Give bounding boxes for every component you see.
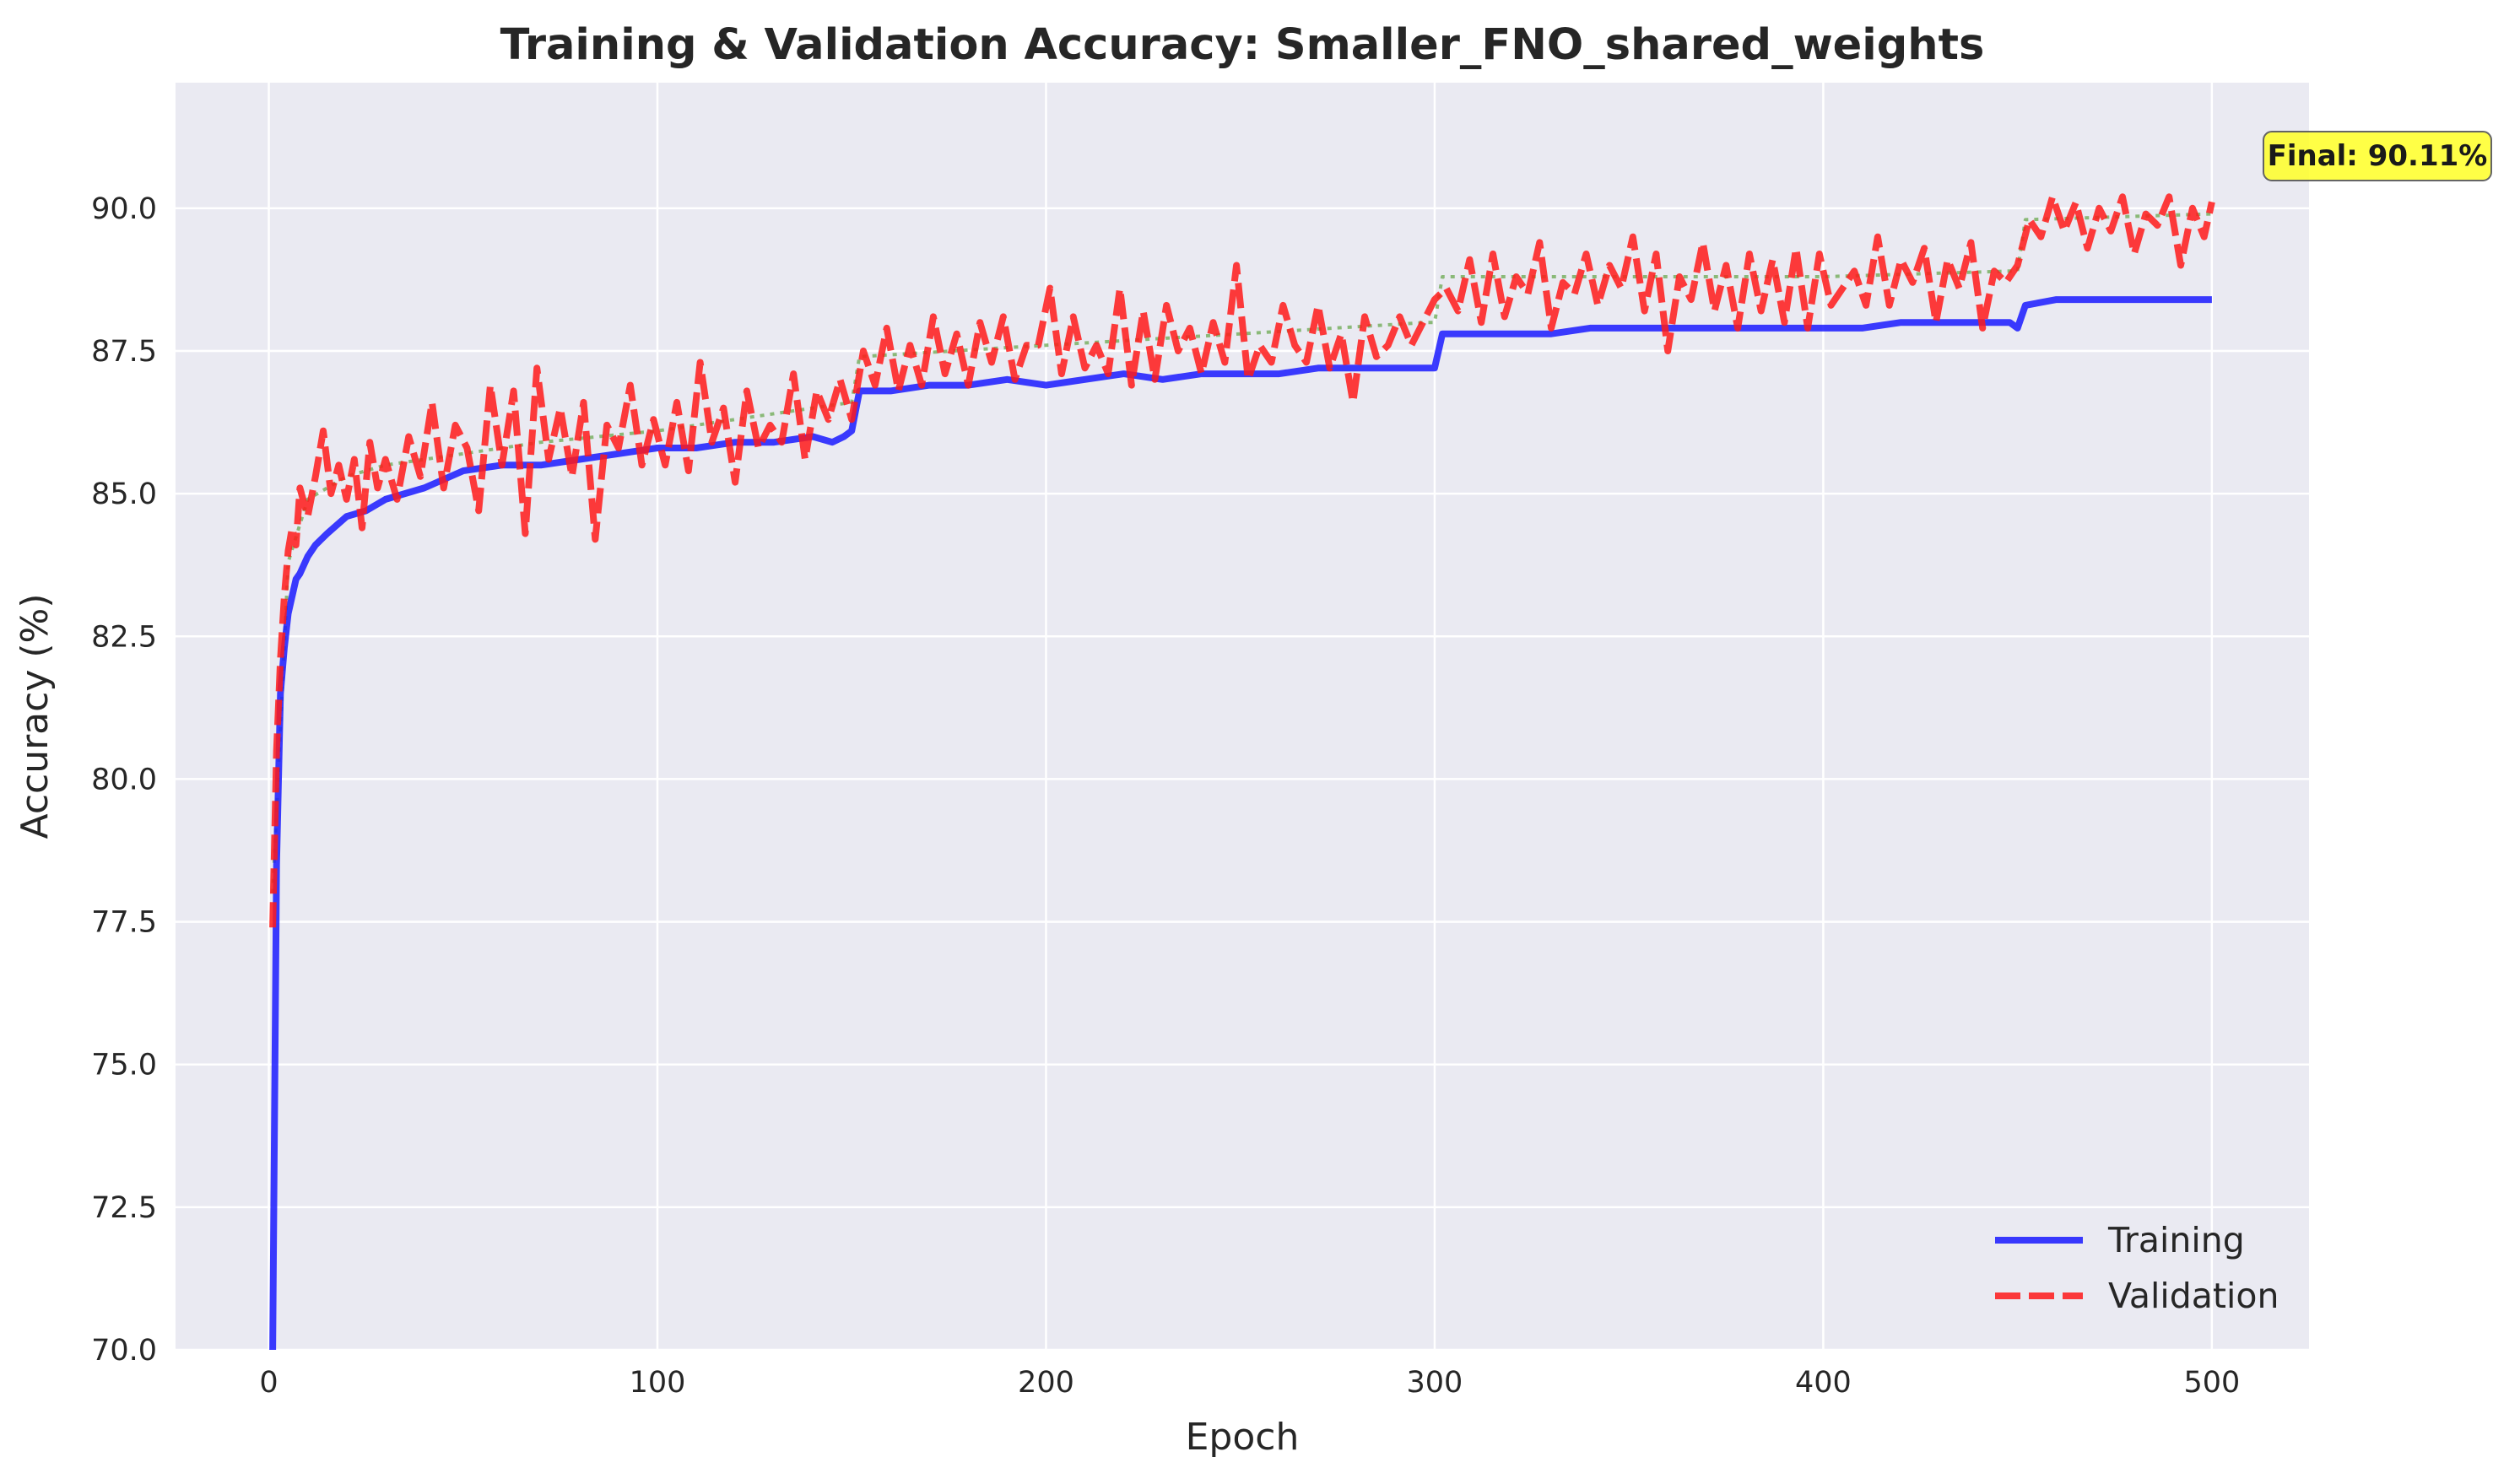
x-tick-label: 300 (1407, 1366, 1463, 1400)
y-tick-label: 87.5 (91, 335, 157, 369)
y-tick-label: 72.5 (91, 1191, 157, 1225)
x-tick-label: 500 (2183, 1366, 2240, 1400)
final-value-annotation: Final: 90.11% (2263, 131, 2492, 181)
series-line-trend (271, 212, 2212, 893)
x-tick-label: 100 (630, 1366, 686, 1400)
axis-ticks: 0 100 200 300 400 500 70.0 72.5 75.0 77.5 80.0 82.5… (91, 192, 2240, 1400)
annotation-box (2263, 131, 2492, 181)
x-tick-label: 200 (1018, 1366, 1074, 1400)
y-tick-label: 82.5 (91, 620, 157, 654)
y-tick-label: 75.0 (91, 1049, 157, 1082)
y-tick-label: 80.0 (91, 763, 157, 796)
x-tick-label: 0 (259, 1366, 278, 1400)
grid (176, 83, 2309, 1352)
legend-label-validation: Validation (2108, 1276, 2279, 1316)
y-tick-label: 70.0 (91, 1334, 157, 1368)
legend: Training Validation (1995, 1220, 2279, 1316)
y-tick-label: 77.5 (91, 906, 157, 940)
series-layer (269, 193, 2215, 1350)
chart-title: Training & Validation Accuracy: Smaller_… (500, 20, 1985, 70)
y-tick-label: 85.0 (91, 478, 157, 511)
x-tick-label: 400 (1795, 1366, 1852, 1400)
y-tick-label: 90.0 (91, 192, 157, 226)
x-axis-label: Epoch (1186, 1416, 1300, 1459)
series-line-validation (269, 193, 2215, 928)
y-axis-label: Accuracy (%) (14, 593, 57, 839)
annotation-text: Final: 90.11% (2268, 139, 2488, 173)
legend-label-training: Training (2107, 1220, 2245, 1260)
series-line-training (269, 296, 2212, 1350)
